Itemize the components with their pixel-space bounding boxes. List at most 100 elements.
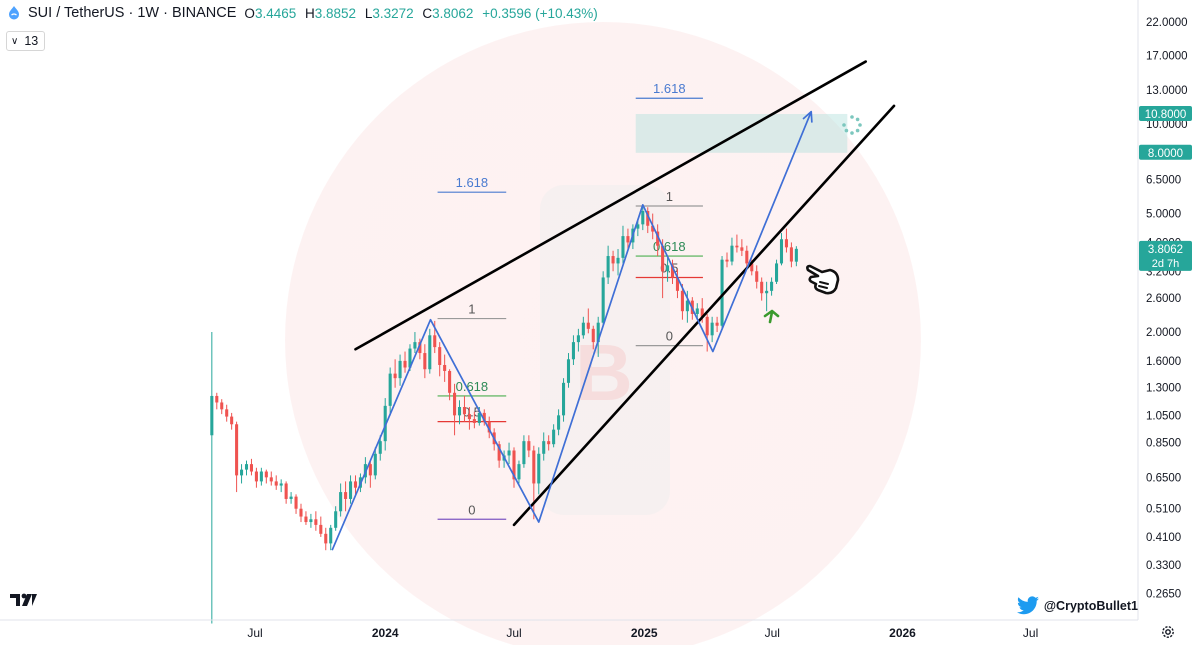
candle bbox=[289, 492, 293, 504]
price-badge-label: 3.8062 bbox=[1148, 244, 1183, 256]
candle-body bbox=[532, 450, 536, 484]
candle bbox=[284, 481, 288, 504]
tradingview-logo-icon[interactable] bbox=[10, 592, 38, 608]
candle-body bbox=[591, 328, 595, 343]
indicators-toggle[interactable]: ∨ 13 bbox=[6, 31, 46, 51]
fib-level-label: 1 bbox=[666, 189, 673, 204]
candle-body bbox=[304, 516, 308, 523]
background-watermark: B bbox=[285, 22, 921, 645]
candle bbox=[497, 441, 501, 468]
candle bbox=[418, 338, 422, 360]
candle bbox=[532, 445, 536, 520]
candle-body bbox=[259, 471, 263, 482]
candle-body bbox=[482, 412, 486, 422]
candle-body bbox=[547, 441, 551, 445]
candle-body bbox=[378, 441, 382, 454]
candle-body bbox=[472, 419, 476, 423]
fib-level-label: 1.618 bbox=[456, 175, 489, 190]
price-tick-label: 0.6500 bbox=[1146, 472, 1181, 484]
candle bbox=[235, 421, 239, 493]
candle-body bbox=[487, 421, 491, 433]
candle bbox=[314, 511, 318, 531]
candle-body bbox=[398, 360, 402, 379]
candle-body bbox=[373, 453, 377, 476]
candle bbox=[373, 447, 377, 480]
svg-text:B: B bbox=[575, 328, 633, 417]
low-key: L bbox=[364, 5, 373, 21]
candle-body bbox=[581, 322, 585, 336]
candle-body bbox=[720, 259, 724, 326]
candle-body bbox=[601, 277, 605, 323]
candle-body bbox=[289, 496, 293, 499]
candle-body bbox=[784, 239, 788, 248]
candle bbox=[720, 256, 724, 329]
price-badge-label: 8.0000 bbox=[1148, 148, 1183, 160]
price-tick-label: 0.8500 bbox=[1146, 438, 1181, 450]
candle-body bbox=[428, 335, 432, 370]
close-key: C bbox=[422, 5, 433, 21]
candle bbox=[428, 328, 432, 374]
candle-body bbox=[408, 348, 412, 368]
price-tick-label: 17.0000 bbox=[1146, 50, 1188, 62]
candle-body bbox=[715, 322, 719, 326]
time-tick-label: Jul bbox=[765, 626, 780, 640]
price-tick-label: 2.0000 bbox=[1146, 327, 1181, 339]
candle-body bbox=[215, 395, 219, 403]
candle bbox=[715, 316, 719, 333]
candle bbox=[522, 435, 526, 468]
price-tick-label: 0.2650 bbox=[1146, 588, 1181, 600]
candle-body bbox=[220, 402, 224, 410]
candle bbox=[329, 524, 333, 551]
price-badge: 3.8062 2d 7h bbox=[1139, 240, 1192, 271]
candle-body bbox=[443, 364, 447, 371]
candle bbox=[230, 412, 234, 430]
price-tick-label: 1.6000 bbox=[1146, 356, 1181, 368]
candle-body bbox=[388, 373, 392, 406]
price-badge-label: 10.8000 bbox=[1145, 109, 1187, 121]
candle-body bbox=[403, 360, 407, 368]
time-tick-label: Jul bbox=[506, 626, 521, 640]
fib-level-label: 1 bbox=[468, 302, 475, 317]
candle-body bbox=[680, 290, 684, 312]
candle-body bbox=[339, 492, 343, 512]
candle bbox=[755, 265, 759, 289]
candle bbox=[482, 409, 486, 426]
candle bbox=[596, 316, 600, 357]
candle-body bbox=[249, 464, 253, 472]
twitter-bird-icon bbox=[1016, 596, 1039, 615]
candle bbox=[294, 494, 298, 514]
symbol-title[interactable]: SUI / TetherUS · 1W · BINANCE bbox=[28, 5, 237, 21]
candle bbox=[740, 239, 744, 257]
candle bbox=[487, 416, 491, 439]
candle-body bbox=[675, 277, 680, 291]
candle-body bbox=[527, 441, 531, 451]
candle-body bbox=[611, 256, 615, 264]
open-key: O bbox=[244, 5, 255, 21]
candle-body bbox=[779, 239, 784, 264]
gear-icon[interactable] bbox=[1160, 624, 1176, 640]
price-tick-label: 10.0000 bbox=[1146, 119, 1188, 131]
candle bbox=[304, 511, 308, 525]
candle-body bbox=[616, 257, 620, 264]
candle bbox=[680, 283, 684, 320]
price-badge: 8.0000 bbox=[1139, 144, 1192, 160]
candle-body bbox=[522, 441, 526, 465]
candle bbox=[467, 407, 471, 430]
price-tick-label: 0.4100 bbox=[1146, 532, 1181, 544]
candle-body bbox=[230, 416, 234, 425]
candle bbox=[611, 250, 615, 272]
candle-body bbox=[641, 211, 645, 225]
candle-body bbox=[254, 471, 258, 482]
fib-level-label: 0 bbox=[666, 329, 673, 344]
candle bbox=[403, 351, 407, 373]
candle-body bbox=[368, 464, 372, 476]
candle-body bbox=[705, 316, 709, 336]
candle-body bbox=[418, 342, 422, 354]
candle bbox=[299, 503, 303, 523]
candle-body bbox=[225, 409, 229, 417]
candle bbox=[457, 400, 462, 425]
candle bbox=[685, 290, 689, 323]
chevron-down-icon: ∨ bbox=[11, 35, 19, 47]
candle-body bbox=[438, 347, 442, 365]
